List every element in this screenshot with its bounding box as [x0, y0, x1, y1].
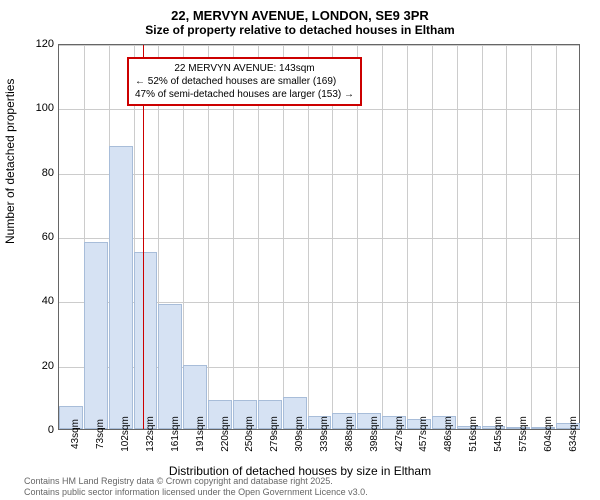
- xtick-label: 368sqm: [344, 416, 355, 452]
- xtick-label: 279sqm: [269, 416, 280, 452]
- xtick-label: 309sqm: [294, 416, 305, 452]
- footer-attribution: Contains HM Land Registry data © Crown c…: [24, 476, 368, 498]
- grid-line-v: [482, 45, 483, 429]
- ytick-label: 20: [42, 360, 54, 372]
- ytick-label: 80: [42, 167, 54, 179]
- ytick-label: 40: [42, 295, 54, 307]
- bar: [109, 146, 133, 429]
- xtick-label: 132sqm: [145, 416, 156, 452]
- footer-line1: Contains HM Land Registry data © Crown c…: [24, 476, 368, 487]
- xtick-label: 161sqm: [170, 416, 181, 452]
- chart-container: 22, MERVYN AVENUE, LONDON, SE9 3PR Size …: [0, 0, 600, 500]
- xtick-label: 191sqm: [195, 416, 206, 452]
- xtick-label: 220sqm: [220, 416, 231, 452]
- grid-line-h: [59, 109, 579, 110]
- annotation-line1: 22 MERVYN AVENUE: 143sqm: [135, 62, 354, 75]
- xtick-label: 634sqm: [568, 416, 579, 452]
- ytick-label: 120: [36, 38, 54, 50]
- ytick-label: 100: [36, 102, 54, 114]
- grid-line-h: [59, 238, 579, 239]
- grid-line-h: [59, 45, 579, 46]
- xtick-label: 102sqm: [120, 416, 131, 452]
- xtick-label: 575sqm: [518, 416, 529, 452]
- xtick-label: 43sqm: [70, 419, 81, 449]
- xtick-label: 73sqm: [95, 419, 106, 449]
- xtick-label: 398sqm: [369, 416, 380, 452]
- annotation-line2: ← 52% of detached houses are smaller (16…: [135, 75, 354, 88]
- grid-line-v: [506, 45, 507, 429]
- grid-line-v: [382, 45, 383, 429]
- bar: [158, 304, 182, 429]
- bar: [84, 242, 108, 429]
- title-line1: 22, MERVYN AVENUE, LONDON, SE9 3PR: [0, 0, 600, 23]
- grid-line-v: [432, 45, 433, 429]
- xtick-label: 457sqm: [418, 416, 429, 452]
- bar: [134, 252, 158, 429]
- grid-line-v: [407, 45, 408, 429]
- xtick-label: 339sqm: [319, 416, 330, 452]
- annotation-callout: 22 MERVYN AVENUE: 143sqm ← 52% of detach…: [127, 57, 362, 106]
- plot-area: 22 MERVYN AVENUE: 143sqm ← 52% of detach…: [58, 44, 580, 430]
- annotation-line3: 47% of semi-detached houses are larger (…: [135, 88, 354, 101]
- xtick-label: 427sqm: [394, 416, 405, 452]
- grid-line-v: [531, 45, 532, 429]
- ytick-label: 0: [48, 424, 54, 436]
- footer-line2: Contains public sector information licen…: [24, 487, 368, 498]
- grid-line-h: [59, 174, 579, 175]
- xtick-label: 545sqm: [493, 416, 504, 452]
- xtick-label: 250sqm: [244, 416, 255, 452]
- y-axis-label: Number of detached properties: [3, 79, 17, 244]
- title-line2: Size of property relative to detached ho…: [0, 23, 600, 41]
- xtick-label: 516sqm: [468, 416, 479, 452]
- xtick-label: 486sqm: [443, 416, 454, 452]
- ytick-label: 60: [42, 231, 54, 243]
- grid-line-v: [457, 45, 458, 429]
- xtick-label: 604sqm: [543, 416, 554, 452]
- grid-line-v: [556, 45, 557, 429]
